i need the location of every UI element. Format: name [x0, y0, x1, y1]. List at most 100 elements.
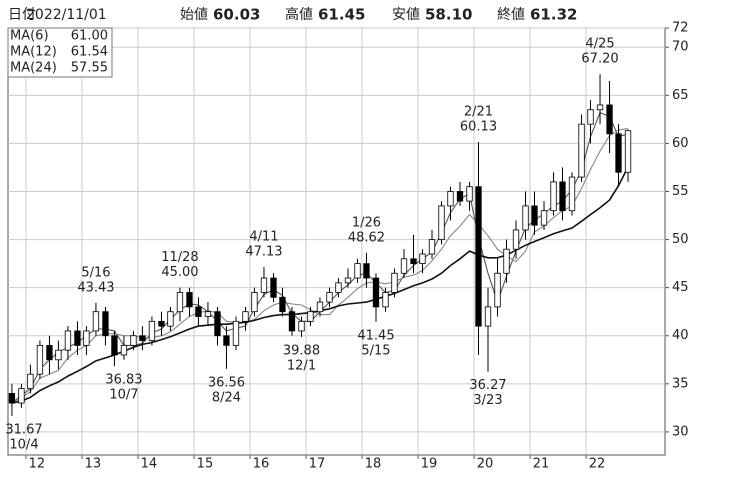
candle-body — [484, 306, 492, 327]
annotation-date: 1/26 — [352, 215, 381, 230]
annotation-date: 3/23 — [473, 393, 502, 408]
annotation-date: 8/24 — [212, 390, 241, 405]
annotation-date: 4/25 — [585, 37, 614, 52]
candle-body — [559, 181, 566, 212]
candle-body — [120, 344, 128, 356]
candle-body — [587, 109, 594, 125]
open-label: 始値 — [180, 7, 208, 23]
legend-name: MA(6) — [10, 29, 49, 44]
candle-body — [354, 263, 361, 279]
annotation-date: 2/21 — [464, 105, 493, 120]
y-tick-label: 60 — [672, 136, 689, 151]
candle-body — [102, 311, 109, 337]
annotation-price: 45.00 — [161, 265, 198, 280]
candle-body — [531, 205, 538, 226]
candle-body — [83, 330, 90, 346]
candle-body — [232, 320, 240, 346]
candle-body — [578, 123, 585, 178]
x-tick-label: 16 — [253, 457, 270, 472]
y-tick-label: 70 — [672, 40, 689, 55]
candle-body — [419, 253, 426, 265]
candle-body — [204, 311, 212, 317]
candle-body — [494, 272, 501, 308]
y-tick-label: 30 — [672, 424, 689, 439]
candle-body — [242, 311, 249, 322]
candle-body — [466, 186, 473, 202]
x-tick-label: 18 — [365, 457, 382, 472]
x-tick-label: 15 — [197, 457, 214, 472]
candle-body — [36, 344, 44, 375]
candle-body — [382, 292, 389, 308]
annotation-date: 4/11 — [249, 230, 278, 245]
x-tick-label: 13 — [85, 457, 102, 472]
candle-body — [428, 239, 436, 255]
candle-body — [55, 349, 62, 361]
candle-body — [279, 296, 286, 313]
candle-body — [298, 320, 305, 332]
candle-body — [270, 277, 277, 298]
candle-body — [251, 292, 258, 313]
x-tick-label: 22 — [589, 457, 606, 472]
candle-body — [74, 330, 81, 346]
candle-body — [316, 301, 324, 313]
annotation-price: 43.43 — [77, 280, 114, 295]
y-tick-label: 55 — [672, 184, 689, 199]
x-tick-label: 19 — [421, 457, 438, 472]
annotation-price: 36.27 — [469, 378, 506, 393]
candle-body — [307, 311, 314, 322]
annotation-price: 67.20 — [581, 52, 618, 67]
annotation-price: 41.45 — [357, 328, 394, 343]
close-value: 61.32 — [530, 6, 577, 24]
plot-frame — [7, 27, 666, 456]
candle-body — [438, 205, 445, 240]
date-label: 日付 — [8, 7, 36, 23]
candle-body — [540, 210, 548, 226]
candle-body — [27, 373, 34, 390]
annotation-price: 39.88 — [283, 343, 320, 358]
annotation-date: 11/28 — [161, 250, 198, 265]
y-tick-label: 40 — [672, 328, 689, 343]
annotation-price: 60.13 — [460, 120, 497, 135]
candle-body — [18, 388, 25, 404]
annotation-price: 47.13 — [245, 245, 282, 260]
candle-body — [92, 311, 100, 332]
candle-body — [288, 311, 296, 332]
x-tick-label: 14 — [141, 457, 158, 472]
y-tick-label: 72 — [672, 21, 689, 36]
candle-body — [335, 282, 342, 293]
x-tick-label: 17 — [309, 457, 326, 472]
candle-body — [158, 320, 165, 327]
y-tick-label: 35 — [672, 376, 689, 391]
y-tick-label: 45 — [672, 280, 689, 295]
candle-body — [400, 258, 408, 274]
candle-body — [363, 263, 370, 279]
annotation-price: 36.83 — [105, 373, 142, 388]
annotation-date: 10/7 — [109, 388, 138, 403]
candle-body — [456, 191, 464, 202]
candle-body — [214, 311, 221, 337]
legend-value: 57.55 — [71, 61, 108, 76]
candle-body — [550, 181, 557, 212]
candle-body — [606, 104, 613, 135]
annotation-date: 12/1 — [287, 358, 316, 373]
candle-body — [503, 248, 510, 274]
candle-body — [46, 344, 53, 361]
open-value: 60.03 — [213, 6, 260, 24]
date-value: 2022/11/01 — [26, 7, 107, 23]
candle-body — [512, 229, 520, 250]
close-label: 終値 — [497, 7, 525, 23]
high-value: 61.45 — [318, 6, 365, 24]
annotation-date: 10/4 — [9, 437, 38, 452]
annotation-date: 5/15 — [361, 343, 390, 358]
annotation-price: 31.67 — [5, 422, 42, 437]
legend-value: 61.54 — [71, 45, 108, 60]
low-value: 58.10 — [425, 6, 472, 24]
candle-body — [167, 311, 174, 327]
y-tick-label: 65 — [672, 88, 689, 103]
x-tick-label: 12 — [29, 457, 46, 472]
candle-body — [130, 335, 137, 346]
candle-body — [326, 292, 333, 303]
candle-body — [111, 335, 118, 356]
annotation-price: 36.56 — [208, 375, 245, 390]
candle-body — [391, 272, 398, 293]
